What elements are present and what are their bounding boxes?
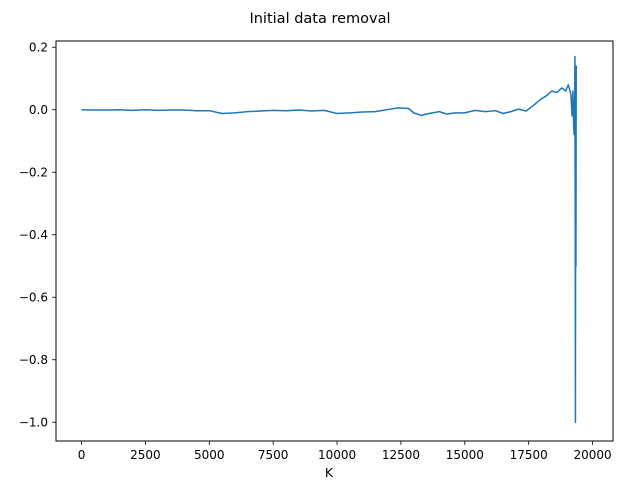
y-tick-label: −0.4 [19, 228, 48, 242]
x-tick-label: 12500 [382, 448, 420, 462]
x-tick-label: 7500 [258, 448, 289, 462]
chart-title: Initial data removal [249, 11, 390, 27]
x-tick-label: 17500 [510, 448, 548, 462]
y-tick-label: −1.0 [19, 415, 48, 429]
x-tick-label: 5000 [194, 448, 225, 462]
y-tick-label: 0.2 [29, 40, 48, 54]
y-tick-label: 0.0 [29, 103, 48, 117]
y-tick-label: −0.6 [19, 290, 48, 304]
x-axis-ticks: 0 2500 5000 7500 10000 12500 15000 17500 20000 [78, 441, 612, 462]
x-tick-label: 2500 [130, 448, 161, 462]
y-tick-label: −0.2 [19, 165, 48, 179]
y-axis-ticks: 0.2 0.0 −0.2 −0.4 −0.6 −0.8 −1.0 [19, 40, 56, 429]
x-tick-label: 10000 [318, 448, 356, 462]
x-tick-label: 15000 [446, 448, 484, 462]
x-axis-label: K [325, 465, 334, 480]
y-tick-label: −0.8 [19, 353, 48, 367]
axes-frame [56, 41, 613, 441]
x-tick-label: 20000 [573, 448, 611, 462]
x-tick-label: 0 [78, 448, 86, 462]
series-line [82, 57, 577, 423]
